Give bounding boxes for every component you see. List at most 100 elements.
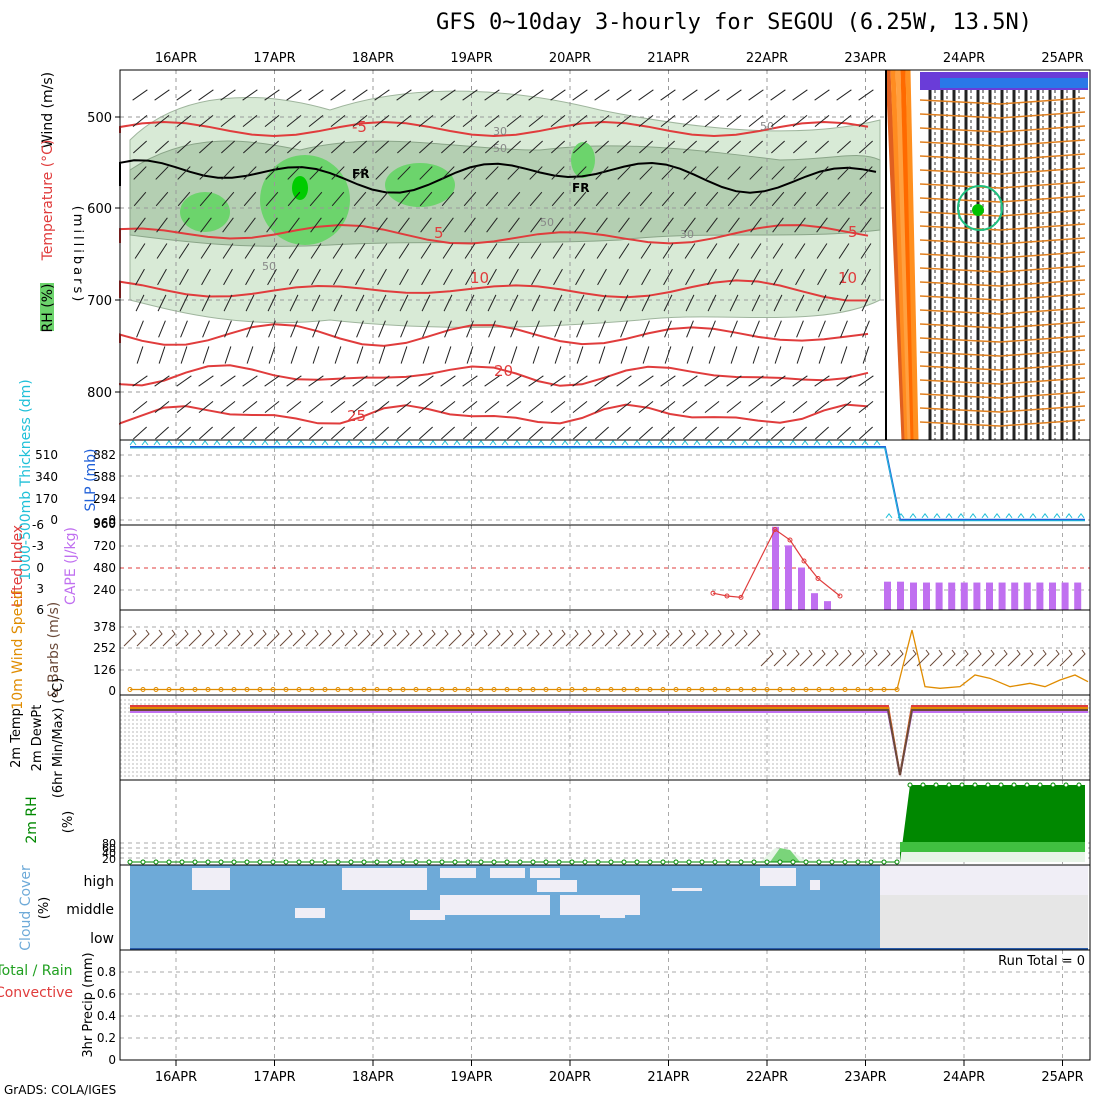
rh2m-point: [426, 859, 432, 865]
wind-barb: [352, 114, 368, 128]
wind-barb: [838, 217, 850, 233]
precip-ytick: 0.4: [97, 1009, 116, 1023]
wind-barb: [157, 268, 167, 286]
rh2m-point: [998, 782, 1004, 788]
cloud-level-label: high: [83, 874, 114, 890]
wind-barb: [222, 243, 234, 259]
cape-ytick-right: 480: [93, 561, 116, 575]
rh2m-point: [1076, 782, 1082, 788]
wind-barb: [312, 320, 320, 338]
wind-barb-10m: [162, 629, 176, 647]
wind-barb: [594, 375, 610, 387]
wind-speed-point: [270, 687, 276, 692]
slp-marker: [729, 440, 737, 446]
wind-barb: [290, 320, 298, 338]
wind-barb: [682, 114, 698, 128]
wind-barb: [616, 89, 632, 101]
cloud-cover-gap: [810, 880, 820, 890]
wind-barb: [485, 166, 499, 180]
slp-marker: [381, 440, 389, 446]
lifted-index-point: [801, 558, 807, 564]
wind-barb: [638, 89, 654, 101]
temperature-label: -5: [352, 118, 367, 136]
wind-barb: [311, 268, 321, 286]
wind-barb: [440, 400, 456, 414]
wind-speed-point: [439, 687, 445, 692]
wind-speed-point: [777, 687, 783, 692]
slp-marker: [765, 440, 773, 446]
slp-marker: [153, 440, 161, 446]
wind-barb: [726, 400, 742, 414]
wind-barb: [465, 294, 475, 312]
bad-contour-horizontal: [919, 167, 1086, 175]
wind-barb: [198, 400, 214, 414]
wind-barb: [617, 191, 631, 207]
cloud-ylabel-right: (%): [37, 897, 52, 920]
wind-barb: [177, 426, 191, 440]
wind-speed-point: [556, 687, 562, 692]
wind-barb-10m: [643, 629, 657, 647]
wind-barb-10m: [409, 629, 423, 647]
wind-barb: [332, 217, 344, 233]
slp-marker: [753, 440, 761, 446]
wind-barb: [792, 89, 808, 101]
rh2m-point: [309, 859, 315, 865]
cape-ytick-right: 720: [93, 539, 116, 553]
cape-bar: [923, 582, 930, 610]
wind-barb: [508, 243, 520, 259]
date-label-bottom: 19APR: [450, 1070, 492, 1085]
wind-barb: [463, 426, 477, 440]
wind-barb: [707, 268, 717, 286]
rh2m-point: [205, 859, 211, 865]
wind-barb: [638, 375, 654, 387]
rh2m-point: [725, 859, 731, 865]
rh2m-point: [439, 859, 445, 865]
wind-speed-point: [491, 687, 497, 692]
rh2m-point: [1024, 782, 1030, 788]
wind-barb: [400, 320, 408, 338]
bad-contour-horizontal: [919, 293, 1086, 301]
lifted-index-point: [787, 537, 793, 543]
slp-marker: [909, 513, 917, 519]
wind-barb: [334, 320, 342, 338]
ytick-label: 500: [87, 111, 112, 126]
wind-barb: [596, 217, 608, 233]
rh2m-point: [569, 859, 575, 865]
wind-barb: [772, 217, 784, 233]
wind-barb: [859, 166, 873, 180]
wind-barb: [487, 294, 497, 312]
wind-barb-10m: [838, 649, 852, 667]
wind-barb: [792, 400, 808, 414]
wind-barb: [242, 89, 258, 101]
wind-barb: [133, 191, 147, 207]
wind-barb-10m: [500, 629, 514, 647]
wind-barb: [221, 166, 235, 180]
wind-barb: [595, 140, 609, 154]
wind-barb: [748, 114, 764, 128]
slp-marker: [357, 440, 365, 446]
wind-barb: [485, 140, 499, 154]
wind-barb: [200, 217, 212, 233]
wind-barb-10m: [994, 649, 1008, 667]
wind-barb: [796, 346, 804, 364]
wind-barb: [224, 320, 232, 338]
slp-marker: [897, 513, 905, 519]
wind-barb: [795, 294, 805, 312]
wind-barb: [749, 426, 763, 440]
wind-barb: [858, 400, 874, 414]
rh2m-point: [218, 859, 224, 865]
wind-barb: [554, 346, 562, 364]
wind-barb: [728, 243, 740, 259]
wind-barb: [308, 89, 324, 101]
wind-barb: [706, 217, 718, 233]
wind-barb: [377, 294, 387, 312]
wind-barb: [837, 426, 851, 440]
slp-marker: [885, 513, 893, 519]
wind-barb: [752, 320, 760, 338]
precip-ylabel-right: 3hr Precip (mm): [81, 952, 96, 1057]
wind-ylabel-right: & Barbs (m/s): [46, 602, 62, 699]
freezing-line: [119, 159, 877, 194]
wind-barb: [400, 346, 408, 364]
rh2m-point: [855, 859, 861, 865]
